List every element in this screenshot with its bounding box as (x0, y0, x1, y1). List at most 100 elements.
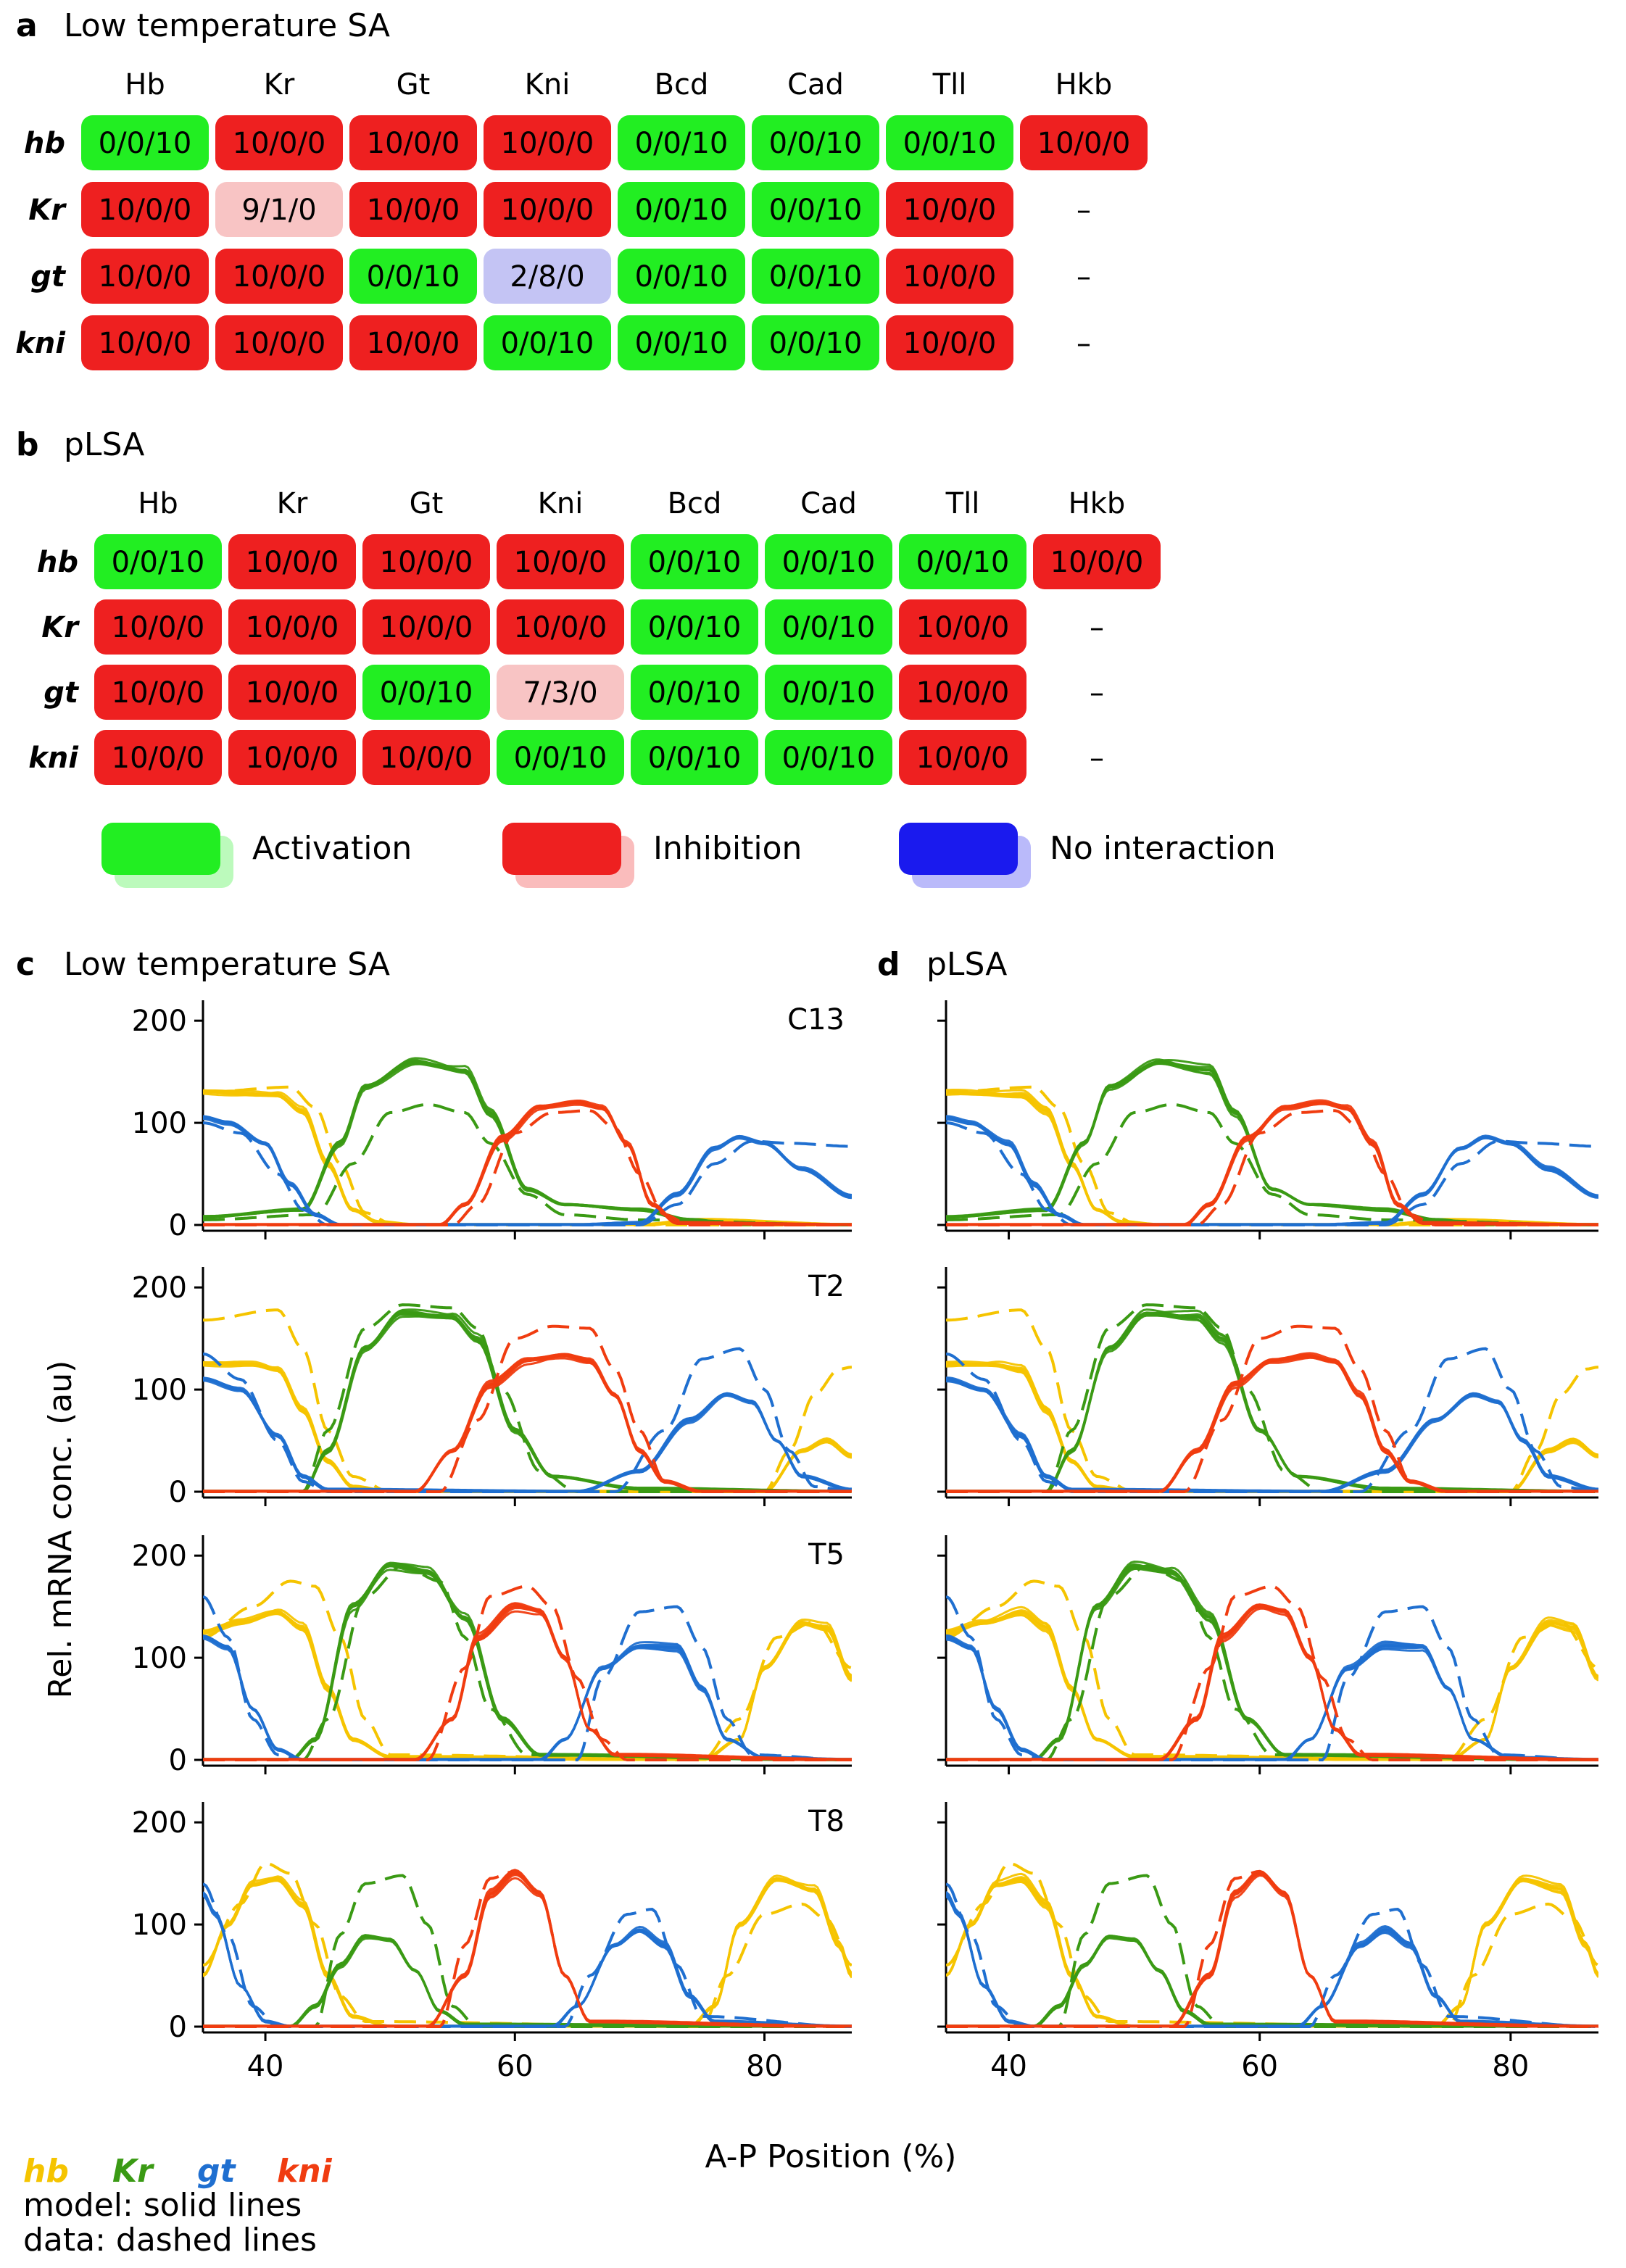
y-tick-label: 0 (169, 1744, 187, 1777)
matrix-cell (618, 315, 745, 370)
matrix-cell-value: 10/0/0 (367, 194, 460, 227)
matrix-cell-value: 10/0/0 (112, 742, 205, 775)
matrix-cell (765, 534, 892, 589)
subplot-lines (946, 1861, 1598, 2028)
hb-model-line (946, 1613, 1598, 1761)
gt-model-line (203, 1892, 852, 2028)
hb-model-line (946, 1611, 1598, 1761)
legend-label: Activation (252, 830, 412, 867)
kni-model-line (946, 1102, 1598, 1226)
subplot-T2: 0 100 200 T2 (132, 1267, 852, 1509)
gt-data-line (203, 1595, 852, 1761)
matrix-cell-value: – (1090, 676, 1104, 710)
kni-model-line (946, 1874, 1598, 2028)
matrix-cell (765, 665, 892, 720)
y-tick-label: 200 (132, 1005, 187, 1038)
matrix-cell (765, 730, 892, 785)
matrix-cell-value: 0/0/10 (769, 327, 863, 360)
kni-data-line (946, 1109, 1598, 1226)
gt-model-line (203, 1637, 852, 1761)
y-axis-label: Rel. mRNA conc. (au) (42, 1361, 79, 1699)
matrix-col-header: Hkb (1069, 487, 1126, 520)
matrix-cell-value: 0/0/10 (648, 742, 742, 775)
panel-b-letter: b (16, 426, 39, 463)
x-tick-label: 80 (746, 2050, 783, 2083)
hb-model-line (203, 1877, 852, 2028)
matrix-cell-value: 10/0/0 (246, 742, 339, 775)
kni-model-line (203, 1610, 852, 1761)
matrix-cell-value: 10/0/0 (112, 676, 205, 710)
matrix-cell-value: 0/0/10 (99, 127, 192, 160)
kni-model-line (203, 1100, 852, 1226)
matrix-cell (1033, 534, 1161, 589)
subplot-C13: 0 100 200 C13 (132, 1000, 852, 1242)
y-tick-label: 200 (132, 1806, 187, 1840)
matrix-cell (752, 249, 879, 304)
Kr-data-line (946, 1874, 1598, 2028)
kni-data-line (946, 1324, 1598, 1493)
matrix-cell (484, 315, 611, 370)
timepoint-label: T8 (808, 1805, 845, 1838)
interaction-matrix-b: Hb Kr Gt Kni Bcd Cad Tll Hkb hb 0/0/10 10/0/0 10/0/… (28, 487, 1161, 785)
gene-legend: hb Kr gt kni (23, 2153, 333, 2190)
matrix-cell (484, 115, 611, 170)
panel-c-title: Low temperature SA (64, 946, 390, 983)
matrix-col-header: Tll (945, 487, 980, 520)
legend-label: No interaction (1050, 830, 1276, 867)
matrix-cell-value: 0/0/10 (782, 546, 876, 579)
subplot-lines (203, 1561, 852, 1761)
matrix-cell (899, 665, 1026, 720)
matrix-cell-value: 10/0/0 (514, 546, 607, 579)
matrix-cell-value: 10/0/0 (246, 611, 339, 644)
matrix-col-header: Kr (264, 68, 295, 101)
Kr-model-line (203, 1561, 852, 1761)
subplot-lines (946, 1303, 1598, 1493)
matrix-cell (631, 599, 758, 655)
matrix-cell-value: 0/0/10 (635, 327, 729, 360)
matrix-cell-value: 10/0/0 (112, 611, 205, 644)
gt-model-line (203, 1892, 852, 2027)
Kr-model-line (946, 1565, 1598, 1761)
Kr-data-line (203, 1874, 852, 2028)
Kr-model-line (946, 1563, 1598, 1761)
subplot-T5 (937, 1535, 1598, 1774)
kni-model-line (203, 1102, 852, 1226)
y-tick-label: 100 (132, 1374, 187, 1407)
matrix-cell-value: 10/0/0 (380, 742, 473, 775)
panel-d-title: pLSA (926, 946, 1007, 983)
Kr-model-line (946, 1309, 1598, 1492)
matrix-cell (362, 599, 490, 655)
hb-model-line (946, 1363, 1598, 1492)
matrix-cell-value: 0/0/10 (782, 742, 876, 775)
gt-data-line (203, 1121, 852, 1226)
y-tick-label: 0 (169, 2011, 187, 2044)
matrix-row-label: Kr (28, 194, 67, 227)
Kr-model-line (946, 1935, 1598, 2028)
y-tick-label: 0 (169, 1476, 187, 1509)
interaction-matrix-a: Hb Kr Gt Kni Bcd Cad Tll Hkb hb 0/0/10 10/0/0 10/0/… (15, 68, 1148, 370)
matrix-cell-value: 10/0/0 (99, 260, 192, 294)
hb-model-line (203, 1875, 852, 2027)
matrix-cell (81, 115, 209, 170)
gt-model-line (203, 1636, 852, 1761)
matrix-cell (94, 599, 222, 655)
hb-model-line (203, 1611, 852, 1761)
Kr-model-line (946, 1566, 1598, 1761)
gt-model-line (203, 1893, 852, 2028)
x-tick-label: 60 (1241, 2050, 1278, 2083)
hb-model-line (946, 1613, 1598, 1761)
kni-model-line (203, 1872, 852, 2028)
Kr-data-line (203, 1303, 852, 1493)
matrix-cell-value: – (1077, 194, 1091, 227)
gt-model-line (203, 1893, 852, 2028)
matrix-cell (618, 182, 745, 237)
matrix-cell (215, 249, 343, 304)
Kr-model-line (203, 1934, 852, 2027)
matrix-cell-value: 0/0/10 (648, 546, 742, 579)
hb-model-line (946, 1362, 1598, 1493)
hb-model-line (203, 1361, 852, 1492)
matrix-cell-value: 10/0/0 (380, 546, 473, 579)
Kr-model-line (946, 1563, 1598, 1761)
hb-model-line (946, 1361, 1598, 1493)
matrix-cell-value: 0/0/10 (916, 546, 1010, 579)
